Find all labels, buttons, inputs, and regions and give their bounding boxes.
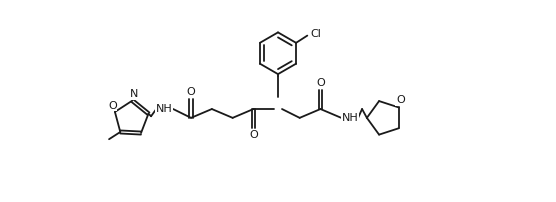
Text: O: O	[108, 101, 117, 110]
Text: O: O	[249, 130, 258, 140]
Text: O: O	[316, 78, 325, 88]
Text: O: O	[396, 95, 405, 105]
Text: NH: NH	[156, 104, 173, 114]
Text: O: O	[187, 87, 195, 97]
Text: N: N	[130, 89, 138, 99]
Text: Cl: Cl	[311, 29, 321, 39]
Text: NH: NH	[342, 113, 359, 123]
